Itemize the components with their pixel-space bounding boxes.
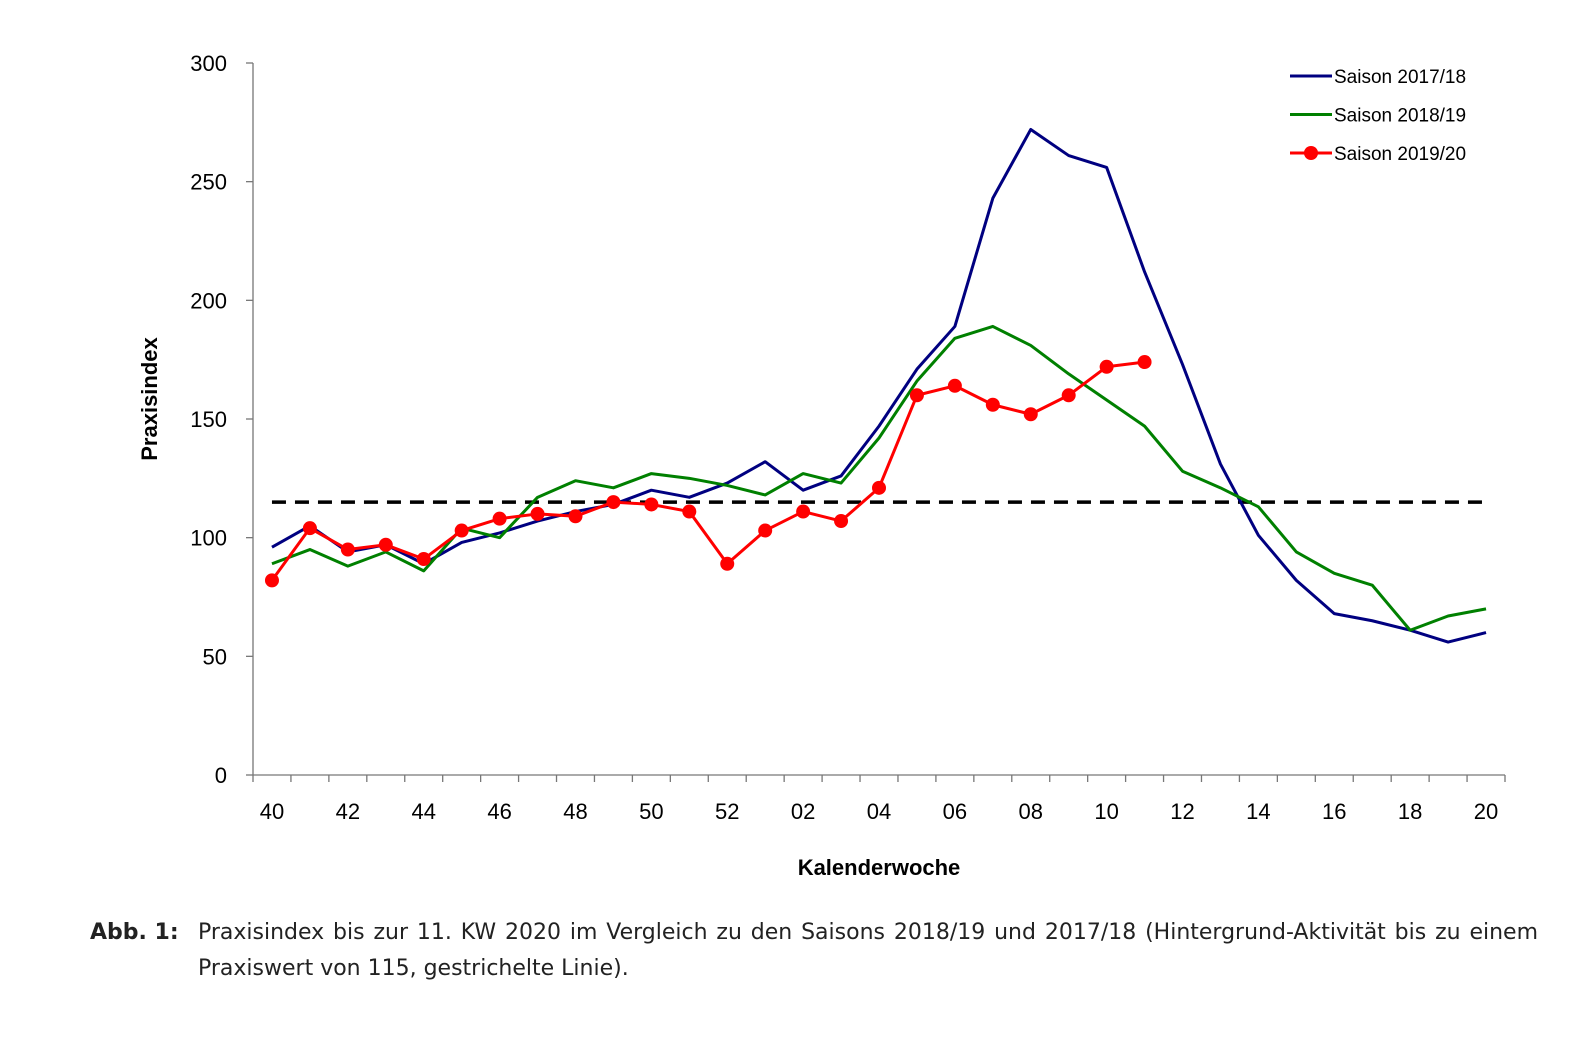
data-point [758,523,773,538]
x-tick-label: 46 [487,799,511,824]
caption-text: Praxisindex bis zur 11. KW 2020 im Vergl… [198,920,1538,981]
x-tick-label: 08 [1019,799,1043,824]
y-tick-label: 200 [190,288,227,313]
legend-marker [1304,146,1318,160]
line-chart: 0 50 100 150 200 250 300 40 42 44 46 48 50 52 02 04 06 08… [137,51,1506,880]
y-axis-title: Praxisindex [137,336,162,460]
data-point [985,397,1000,412]
data-point [720,556,735,571]
x-tick-label: 16 [1322,799,1346,824]
data-point [1137,355,1152,370]
series-line-0 [271,127,1487,644]
y-tick-label: 300 [190,51,227,76]
x-tick-label: 52 [715,799,739,824]
caption-label: Abb. 1: [90,920,179,945]
legend-label: Saison 2017/18 [1334,67,1466,88]
x-tick-label: 44 [411,799,435,824]
y-tick-label: 100 [190,526,227,551]
data-point [1061,388,1076,403]
data-point [1023,407,1038,422]
legend-label: Saison 2018/19 [1334,106,1466,127]
x-tick-label: 40 [260,799,284,824]
data-point [682,504,697,519]
data-point [606,495,621,510]
x-tick-label: 18 [1398,799,1422,824]
series-line-2 [270,360,1145,582]
data-point [796,504,811,519]
y-tick-label: 50 [203,644,227,669]
data-point [568,509,583,524]
x-tick-label: 04 [867,799,891,824]
data-point [530,506,545,521]
x-axis-title: Kalenderwoche [798,855,961,880]
x-tick-label: 14 [1246,799,1270,824]
y-tick-label: 0 [215,763,227,788]
data-point [264,573,279,588]
data-point [947,378,962,393]
data-point [340,542,355,557]
data-point [492,511,507,526]
data-point [1099,359,1114,374]
x-tick-label: 12 [1170,799,1194,824]
x-tick-label: 20 [1474,799,1498,824]
data-point [416,552,431,567]
x-tick-label: 48 [563,799,587,824]
data-point [378,537,393,552]
data-point [454,523,469,538]
data-point [834,514,849,529]
legend-label: Saison 2019/20 [1334,144,1466,165]
x-tick-label: 10 [1094,799,1118,824]
data-point [872,480,886,495]
x-tick-label: 02 [791,799,815,824]
data-point [302,521,317,536]
y-tick-label: 150 [190,407,227,432]
x-tick-label: 50 [639,799,663,824]
data-point [909,388,924,403]
series-line-1 [271,324,1487,632]
y-tick-label: 250 [190,170,227,195]
x-tick-label: 06 [943,799,967,824]
x-tick-label: 42 [336,799,360,824]
data-point [644,497,659,512]
